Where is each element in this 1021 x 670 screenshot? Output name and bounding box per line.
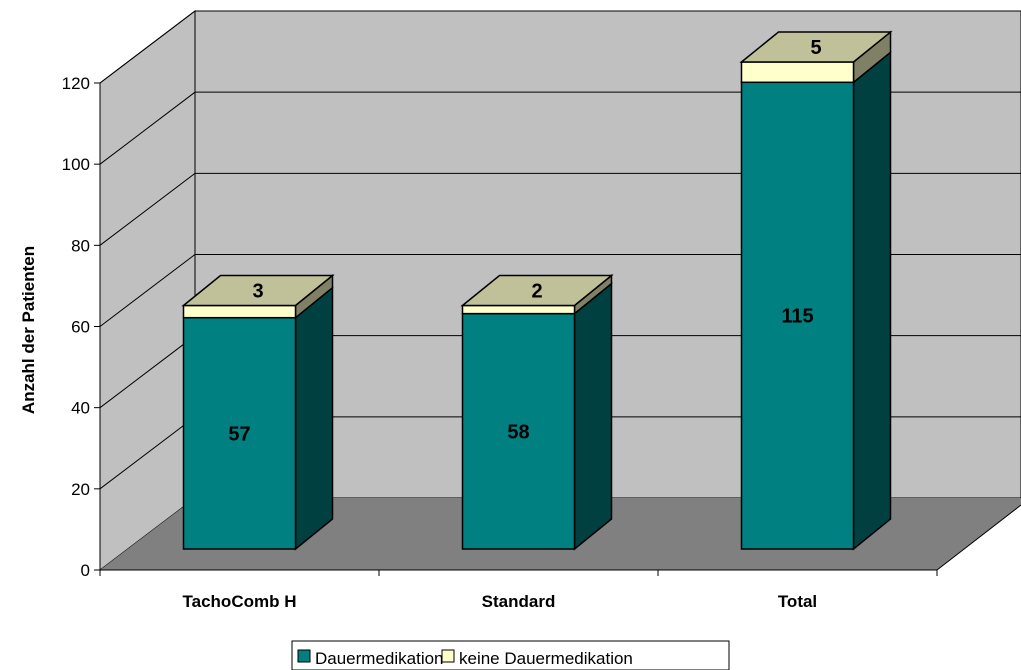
- bar-top: [460, 274, 614, 307]
- axes: 0 20 40 60 80 100 120: [62, 74, 1021, 580]
- y-tick-label: 60: [71, 318, 90, 337]
- gridline: [99, 10, 1021, 84]
- bar: [740, 81, 855, 550]
- data-label: 58: [507, 421, 529, 443]
- y-tick-label: 120: [62, 74, 90, 93]
- bar: [461, 304, 576, 315]
- x-tick-label: Total: [778, 592, 817, 611]
- data-label: 57: [228, 423, 250, 445]
- x-tick-label: Standard: [482, 592, 556, 611]
- legend-swatch: [297, 649, 311, 663]
- x-tick-label: TachoComb H: [183, 592, 297, 611]
- bar-side: [852, 50, 892, 551]
- labels: 57 3 TachoComb H 58 2 Standard 115 5 Total: [183, 37, 822, 611]
- bar-side: [573, 282, 613, 551]
- y-tick-label: 20: [71, 480, 90, 499]
- y-tick-label: 80: [71, 236, 90, 255]
- y-tick-label: 0: [81, 561, 90, 580]
- bar-top: [181, 274, 335, 307]
- y-axis-title: Anzahl der Patienten: [19, 246, 38, 414]
- bars: [181, 30, 893, 551]
- floor-edge: [936, 504, 1021, 571]
- bar-top: [739, 31, 893, 63]
- legend[interactable]: Dauermedikation keine Dauermedikation: [291, 640, 730, 670]
- bar: [740, 61, 855, 84]
- data-label: 3: [252, 281, 263, 303]
- legend-label: Dauermedikation: [315, 649, 444, 668]
- data-label: 115: [781, 306, 813, 328]
- legend-label: keine Dauermedikation: [459, 649, 633, 668]
- y-tick-label: 100: [62, 155, 90, 174]
- legend-box: [291, 640, 730, 670]
- bar: [182, 304, 297, 319]
- bar-side: [294, 286, 334, 551]
- data-label: 2: [531, 281, 542, 303]
- y-tick-label: 40: [71, 399, 90, 418]
- data-label: 5: [810, 37, 821, 59]
- legend-swatch: [441, 649, 455, 663]
- bar: [182, 316, 297, 550]
